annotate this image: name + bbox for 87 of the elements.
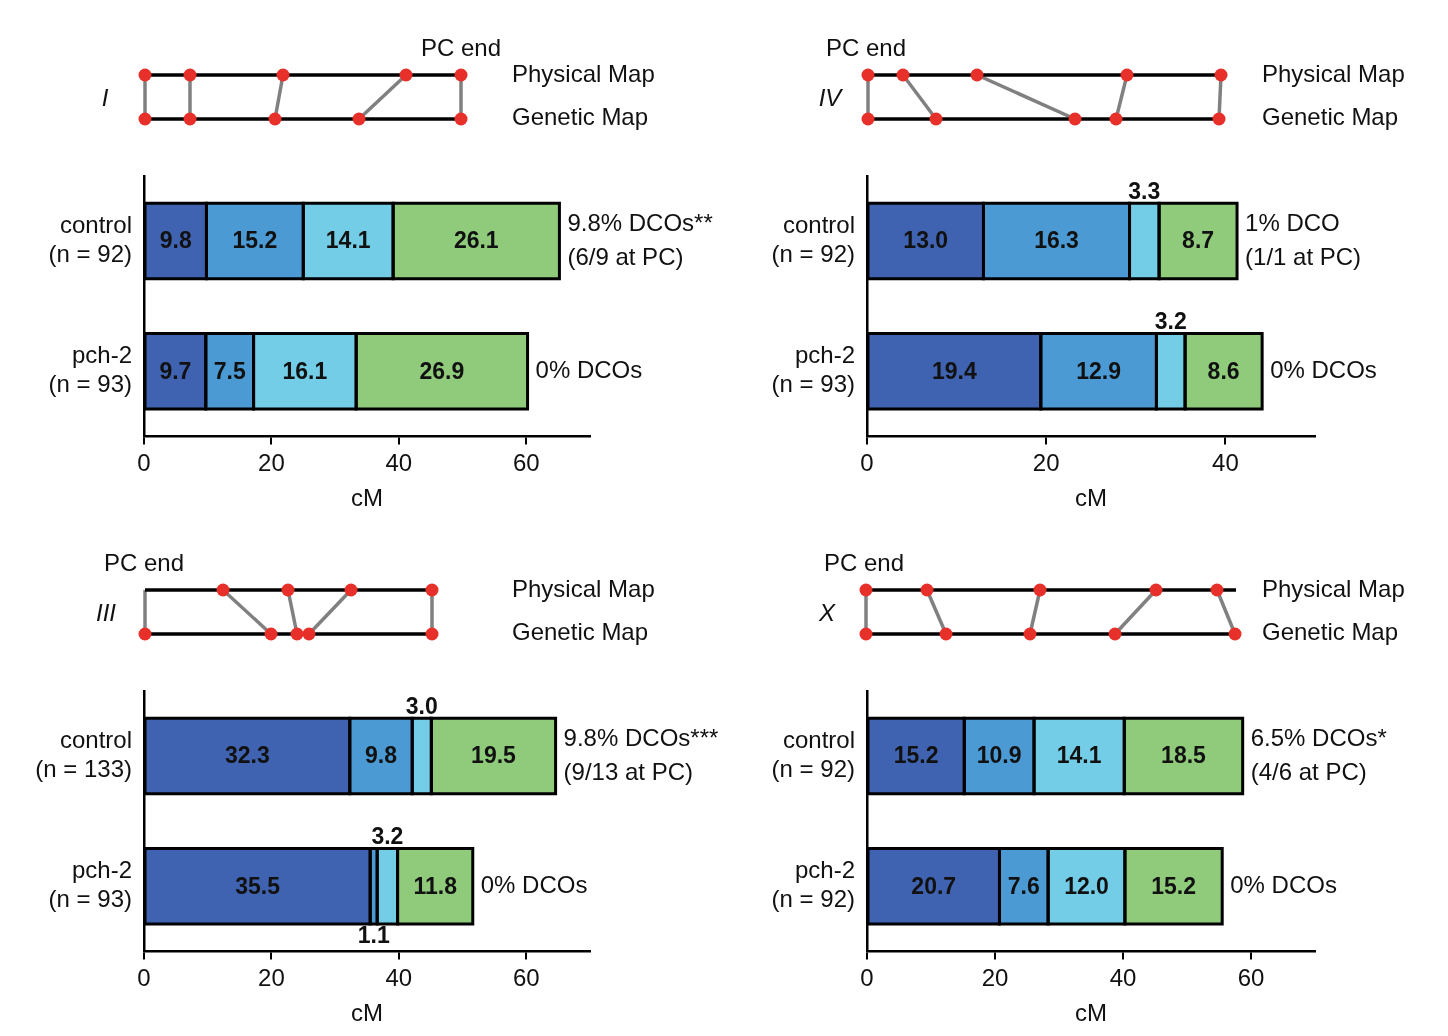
annotation: 9.8% DCOs*** bbox=[563, 723, 719, 751]
x-tick-label: 60 bbox=[512, 449, 540, 477]
y-tick-label: control (n = 92) bbox=[48, 211, 132, 267]
annotation: 6.5% DCOs* bbox=[1250, 723, 1387, 751]
x-tick-label: 20 bbox=[258, 449, 285, 477]
data-label: 14.1 bbox=[325, 227, 371, 254]
y-tick-label: pch-2 (n = 93) bbox=[771, 341, 855, 398]
data-label: 12.0 bbox=[1064, 872, 1109, 899]
data-label: 3.3 bbox=[1128, 177, 1161, 204]
text: PC end bbox=[825, 34, 907, 61]
data-label: 15.2 bbox=[893, 742, 939, 769]
y-tick-label: control (n = 92) bbox=[771, 726, 855, 782]
x-tick-label: 40 bbox=[1109, 964, 1137, 992]
data-label: 7.5 bbox=[213, 357, 246, 384]
annotation: (9/13 at PC) bbox=[563, 757, 693, 785]
data-label: 32.3 bbox=[225, 742, 270, 769]
text: Genetic Map bbox=[1262, 103, 1399, 130]
x-axis-title: cM bbox=[1075, 999, 1107, 1027]
y-tick-label: pch-2 (n = 93) bbox=[48, 341, 132, 398]
annotation: 9.8% DCOs** bbox=[567, 208, 713, 236]
x-tick-label: 40 bbox=[1212, 449, 1239, 477]
x-axis-title: cM bbox=[1075, 484, 1107, 512]
x-tick-label: 20 bbox=[1032, 449, 1060, 477]
x-axis-title: cM bbox=[351, 999, 383, 1027]
text: Physical Map bbox=[1262, 60, 1405, 87]
data-label: 9.8 bbox=[159, 227, 192, 254]
data-label: 12.9 bbox=[1076, 357, 1121, 384]
data-label: 3.0 bbox=[405, 692, 438, 719]
text: Genetic Map bbox=[1262, 618, 1399, 645]
data-label: 8.7 bbox=[1182, 227, 1215, 254]
data-label: 3.2 bbox=[1154, 307, 1187, 334]
data-label: 7.6 bbox=[1007, 872, 1040, 899]
x-tick-label: 0 bbox=[137, 449, 151, 477]
annotation: 0% DCOs bbox=[1230, 870, 1337, 898]
annotation: (4/6 at PC) bbox=[1250, 757, 1367, 785]
text: I bbox=[101, 84, 109, 111]
x-tick-label: 0 bbox=[860, 449, 874, 477]
data-label: 26.1 bbox=[453, 227, 499, 254]
annotation: 0% DCOs bbox=[535, 355, 643, 383]
data-label: 16.1 bbox=[282, 357, 328, 384]
data-label: 11.8 bbox=[413, 872, 458, 899]
text: X bbox=[817, 599, 836, 626]
text: PC end bbox=[420, 34, 502, 61]
text: Genetic Map bbox=[512, 618, 649, 645]
data-label: 9.8 bbox=[365, 742, 398, 769]
text: Physical Map bbox=[512, 60, 655, 87]
x-tick-label: 20 bbox=[981, 964, 1009, 992]
data-label: 26.9 bbox=[419, 357, 465, 384]
data-label: 1.1 bbox=[357, 922, 390, 949]
annotation: (1/1 at PC) bbox=[1245, 242, 1362, 270]
data-label: 19.5 bbox=[471, 742, 517, 769]
x-tick-label: 40 bbox=[385, 964, 413, 992]
data-label: 3.2 bbox=[371, 822, 404, 849]
text: PC end bbox=[823, 549, 905, 576]
x-tick-label: 60 bbox=[1237, 964, 1265, 992]
data-label: 13.0 bbox=[903, 227, 949, 254]
data-label: 8.6 bbox=[1207, 357, 1240, 384]
data-label: 19.4 bbox=[932, 357, 977, 384]
x-tick-label: 0 bbox=[860, 964, 874, 992]
data-label: 10.9 bbox=[976, 742, 1022, 769]
data-label: 15.2 bbox=[232, 227, 278, 254]
x-tick-label: 20 bbox=[258, 964, 285, 992]
annotation: 1% DCO bbox=[1245, 208, 1340, 236]
text: Physical Map bbox=[1262, 575, 1405, 602]
data-label: 16.3 bbox=[1034, 227, 1079, 254]
x-tick-label: 0 bbox=[137, 964, 151, 992]
y-tick-label: control (n = 92) bbox=[771, 211, 855, 267]
data-label: 9.7 bbox=[159, 357, 192, 384]
data-label: 15.2 bbox=[1151, 872, 1196, 899]
y-tick-label: pch-2 (n = 92) bbox=[771, 856, 855, 913]
text: Physical Map bbox=[512, 575, 655, 602]
x-tick-label: 60 bbox=[512, 964, 540, 992]
text: III bbox=[95, 599, 117, 626]
annotation: (6/9 at PC) bbox=[567, 242, 684, 270]
data-label: 18.5 bbox=[1161, 742, 1207, 769]
annotation: 0% DCOs bbox=[1270, 355, 1377, 383]
text: PC end bbox=[103, 549, 185, 576]
text: Genetic Map bbox=[512, 103, 649, 130]
data-label: 14.1 bbox=[1056, 742, 1102, 769]
annotation: 0% DCOs bbox=[480, 870, 588, 898]
data-label: 20.7 bbox=[911, 872, 957, 899]
data-label: 35.5 bbox=[235, 872, 281, 899]
x-axis-title: cM bbox=[351, 484, 383, 512]
text: IV bbox=[818, 84, 844, 111]
y-tick-label: control (n = 133) bbox=[35, 726, 132, 782]
y-tick-label: pch-2 (n = 93) bbox=[48, 856, 132, 913]
x-tick-label: 40 bbox=[385, 449, 413, 477]
